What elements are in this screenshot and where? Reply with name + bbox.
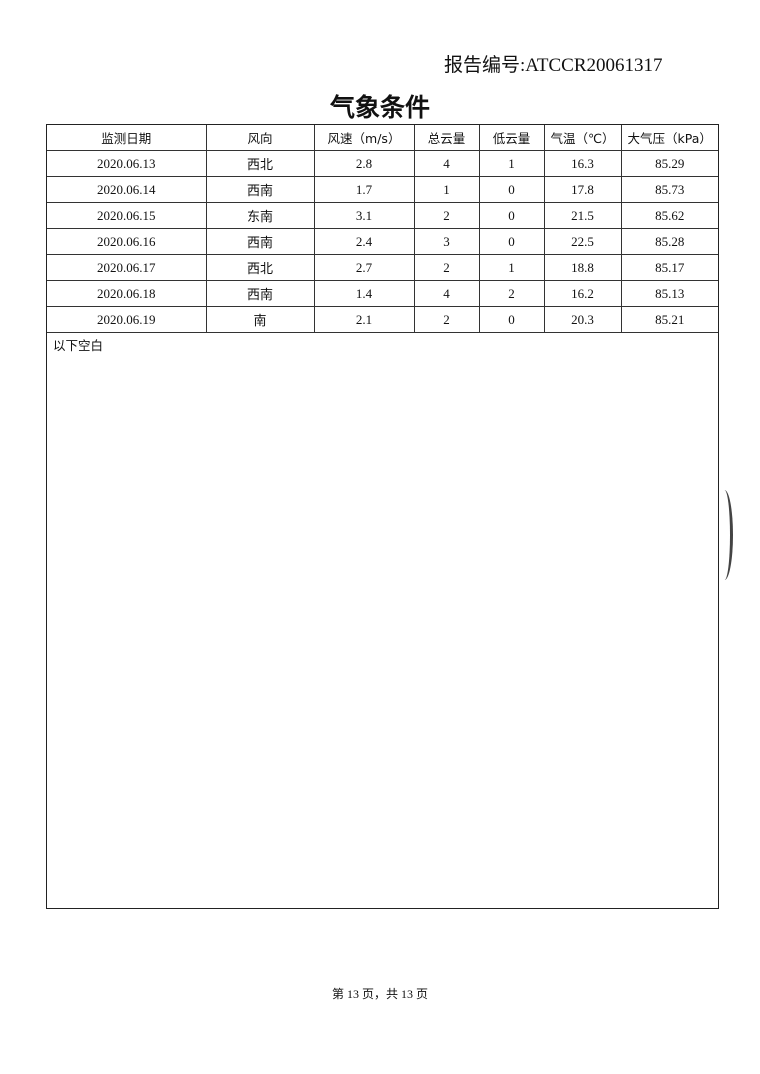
table-cell: 16.3 [543,150,622,177]
table-cell: 西南 [205,176,315,203]
table-row: 2020.06.14 西南 1.7 1 0 17.8 85.73 [47,176,718,203]
table-cell: 1.7 [313,176,415,203]
table-cell: 85.29 [620,150,718,177]
table-cell: 2020.06.15 [47,202,207,229]
table-cell: 85.73 [620,176,718,203]
table-row: 2020.06.13 西北 2.8 4 1 16.3 85.29 [47,150,718,177]
table-cell: 2 [413,306,480,333]
table-cell: 85.62 [620,202,718,229]
table-cell: 2.7 [313,254,415,281]
column-header: 总云量 [413,125,480,151]
table-row: 2020.06.16 西南 2.4 3 0 22.5 85.28 [47,228,718,255]
table-cell: 17.8 [543,176,622,203]
table-cell: 20.3 [543,306,622,333]
column-header: 风向 [205,125,315,151]
weather-table-frame: 监测日期 风向 风速（m/s） 总云量 低云量 气温（℃） 大气压（kPa） 2020.06… [46,124,719,909]
column-header: 低云量 [478,125,545,151]
table-cell: 1.4 [313,280,415,307]
table-cell: 85.28 [620,228,718,255]
page-footer: 第 13 页，共 13 页 [331,987,428,1001]
table-cell: 85.17 [620,254,718,281]
table-cell: 4 [413,280,480,307]
table-cell: 1 [478,254,545,281]
report-number: 报告编号:ATCCR20061317 [444,55,663,76]
table-cell: 2020.06.17 [47,254,207,281]
table-row: 2020.06.15 东南 3.1 2 0 21.5 85.62 [47,202,718,229]
page-title: 气象条件 [329,93,430,122]
table-cell: 2.1 [313,306,415,333]
table-cell: 1 [478,150,545,177]
table-cell: 0 [478,202,545,229]
binding-mark [716,490,733,580]
table-cell: 西南 [205,228,315,255]
table-cell: 东南 [205,202,315,229]
table-header-row: 监测日期 风向 风速（m/s） 总云量 低云量 气温（℃） 大气压（kPa） [47,125,718,151]
table-cell: 2020.06.18 [47,280,207,307]
table-cell: 4 [413,150,480,177]
table-cell: 22.5 [543,228,622,255]
table-cell: 21.5 [543,202,622,229]
table-cell: 西南 [205,280,315,307]
table-cell: 西北 [205,150,315,177]
table-cell: 2 [413,254,480,281]
table-cell: 2020.06.14 [47,176,207,203]
table-cell: 2020.06.13 [47,150,207,177]
table-cell: 85.13 [620,280,718,307]
table-cell: 2020.06.19 [47,306,207,333]
column-header: 大气压（kPa） [620,125,718,151]
table-cell: 3 [413,228,480,255]
table-cell: 南 [205,306,315,333]
table-cell: 1 [413,176,480,203]
table-cell: 0 [478,306,545,333]
table-cell: 18.8 [543,254,622,281]
table-cell: 2020.06.16 [47,228,207,255]
table-cell: 2 [478,280,545,307]
table-cell: 3.1 [313,202,415,229]
table-cell: 0 [478,176,545,203]
table-row: 2020.06.17 西北 2.7 2 1 18.8 85.17 [47,254,718,281]
table-row: 2020.06.18 西南 1.4 4 2 16.2 85.13 [47,280,718,307]
table-cell: 0 [478,228,545,255]
table-cell: 2.4 [313,228,415,255]
table-cell: 西北 [205,254,315,281]
table-cell: 2.8 [313,150,415,177]
column-header: 气温（℃） [543,125,622,151]
table-cell: 85.21 [620,306,718,333]
column-header: 风速（m/s） [313,125,415,151]
column-header: 监测日期 [47,125,207,151]
table-cell: 16.2 [543,280,622,307]
table-row: 2020.06.19 南 2.1 2 0 20.3 85.21 [47,306,718,333]
blank-below-note: 以下空白 [53,338,104,353]
table-cell: 2 [413,202,480,229]
weather-table: 监测日期 风向 风速（m/s） 总云量 低云量 气温（℃） 大气压（kPa） 2020.06… [47,125,718,333]
